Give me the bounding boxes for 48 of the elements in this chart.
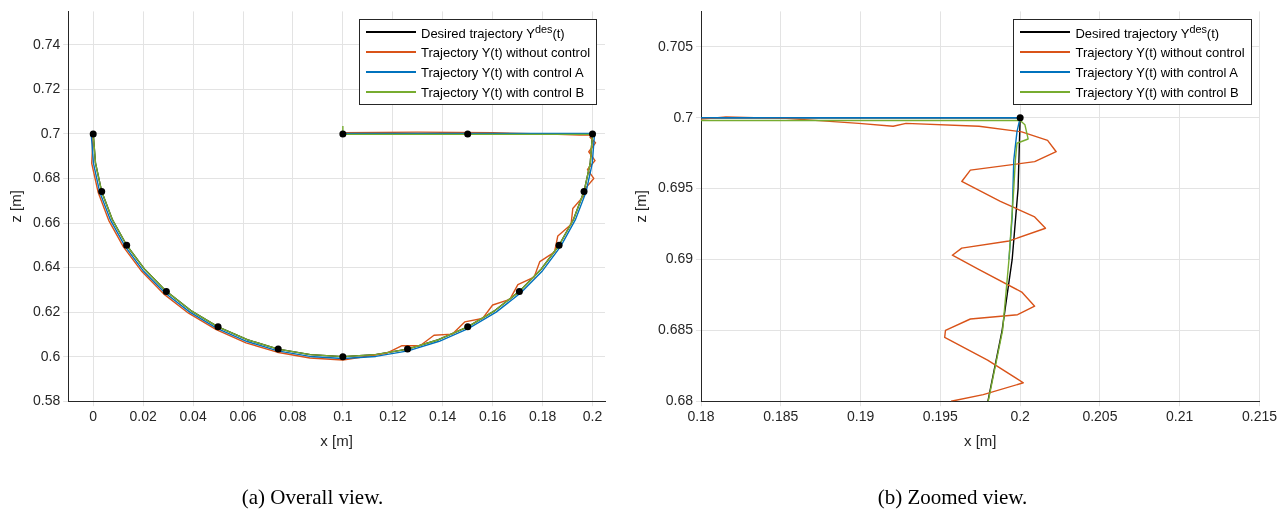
legend-label: Desired trajectory Y$^{des}$(t) [1075, 23, 1220, 42]
x-axis-title: x [m] [320, 432, 353, 450]
x-tick-label: 0.1 [333, 408, 353, 425]
y-tick-label: 0.68 [665, 392, 694, 409]
x-tick-label: 0.16 [479, 408, 507, 425]
legend-label: Trajectory Y(t) with control A [1075, 64, 1239, 80]
y-tick-label: 0.705 [657, 37, 694, 54]
text: (b) Zoomed view. [876, 485, 1029, 510]
x-tick-label: 0 [89, 408, 98, 425]
legend-label: Trajectory Y(t) without control [1075, 44, 1245, 60]
x-tick-label: 0.18 [528, 408, 557, 425]
x-axis-title: x [m] [964, 432, 997, 450]
y-tick-label: 0.7 [40, 124, 61, 141]
x-tick-label: 0.195 [922, 408, 959, 425]
y-tick-label: 0.6 [40, 347, 61, 364]
y-tick-label: 0.695 [657, 179, 694, 196]
y-axis-title: z [m] [7, 190, 25, 223]
y-tick-label: 0.68 [33, 169, 61, 186]
x-tick-label: 0.215 [1241, 408, 1278, 425]
x-tick-label: 0.14 [429, 408, 457, 425]
x-tick-label: 0.2 [1010, 408, 1031, 425]
x-tick-label: 0.06 [229, 408, 257, 425]
legend-label: Trajectory Y(t) with control B [1075, 84, 1239, 100]
y-tick-label: 0.64 [33, 258, 61, 275]
legend-label: Trajectory Y(t) with control A [421, 64, 584, 80]
x-tick-label: 0.08 [279, 408, 307, 425]
x-tick-label: 0.02 [129, 408, 157, 425]
y-tick-label: 0.72 [33, 80, 61, 97]
y-tick-label: 0.69 [665, 250, 694, 267]
y-tick-label: 0.62 [33, 302, 61, 319]
y-tick-label: 0.74 [33, 35, 61, 52]
x-tick-label: 0.18 [687, 408, 715, 425]
x-tick-label: 0.185 [763, 408, 799, 425]
y-axis-title: z [m] [632, 190, 650, 223]
x-tick-label: 0.04 [179, 408, 207, 425]
x-tick-label: 0.19 [846, 408, 875, 425]
y-tick-label: 0.58 [33, 392, 61, 409]
x-tick-label: 0.205 [1082, 408, 1118, 425]
legend-label: Trajectory Y(t) with control B [421, 84, 585, 100]
legend-label: Trajectory Y(t) without control [421, 44, 591, 60]
legend-label: Desired trajectory Y$^{des}$(t) [421, 23, 565, 42]
x-tick-label: 0.2 [582, 408, 603, 425]
y-tick-label: 0.7 [673, 108, 694, 125]
text: (a) Overall view. [240, 485, 385, 510]
x-tick-label: 0.12 [379, 408, 407, 425]
y-tick-label: 0.685 [657, 321, 694, 338]
y-tick-label: 0.66 [33, 213, 61, 230]
x-tick-label: 0.21 [1166, 408, 1194, 425]
